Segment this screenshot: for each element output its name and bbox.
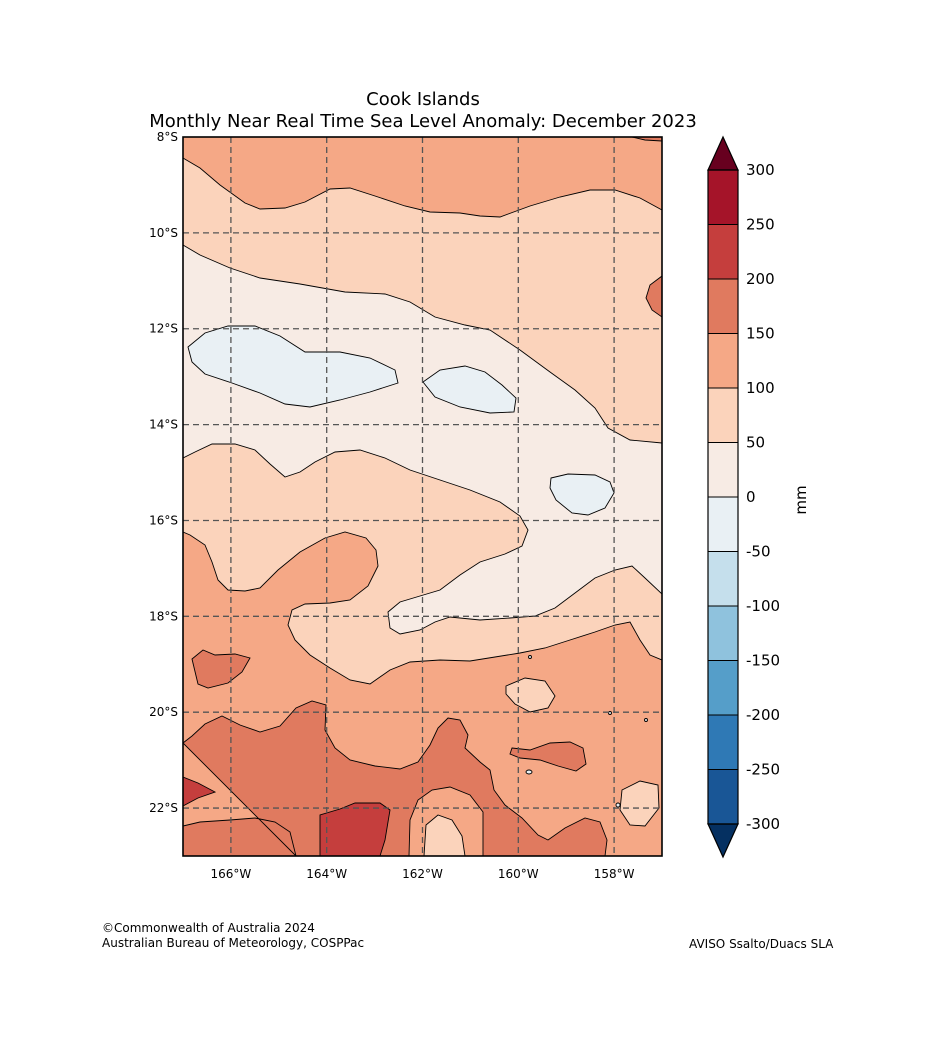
band-50-100-right-patch (505, 677, 556, 713)
agency-credit: Australian Bureau of Meteorology, COSPPa… (102, 936, 365, 950)
colorbar-segment (708, 388, 738, 443)
islet-contour-1 (525, 769, 533, 775)
colorbar-segment (708, 551, 738, 606)
band-150-200-bottom (183, 700, 608, 856)
y-tick-label: 12°S (149, 322, 178, 336)
y-tick-label: 16°S (149, 513, 178, 527)
colorbar-tick-label: 150 (746, 325, 775, 343)
colorbar-tick-label: -50 (746, 543, 771, 561)
colorbar-tick-label: 200 (746, 270, 775, 288)
colorbar-segment (708, 170, 738, 225)
y-tick-label: 18°S (149, 609, 178, 623)
colorbar-segment (708, 333, 738, 388)
band-150-200-east-edge (645, 275, 662, 318)
band-50-100-bottom-right (619, 780, 660, 827)
band-150-200-top-right (631, 137, 662, 142)
y-axis-ticks: 8°S 10°S 12°S 14°S 16°S 18°S 20°S 22°S (149, 130, 178, 815)
colorbar-tick-label: -300 (746, 815, 780, 833)
colorbar-under-arrow (707, 823, 739, 859)
y-tick-label: 14°S (149, 418, 178, 432)
colorbar-segment (708, 715, 738, 770)
map-frame (182, 136, 663, 857)
islet-contour-3 (644, 718, 648, 722)
islet-contour-2 (615, 802, 621, 808)
colorbar-tick-label: 100 (746, 379, 775, 397)
colorbar-tick-label: 50 (746, 434, 765, 452)
y-tick-label: 10°S (149, 226, 178, 240)
anomaly-map (183, 137, 662, 856)
colorbar-tick-label: 0 (746, 488, 756, 506)
chart-title-region: Cook Islands (366, 89, 480, 110)
colorbar-tick-label: -150 (746, 652, 780, 670)
x-tick-label: 166°W (211, 867, 252, 881)
colorbar-segment (708, 279, 738, 334)
data-source-credit: AVISO Ssalto/Duacs SLA (689, 937, 834, 951)
band-50-100-bottom-pocket (423, 814, 466, 856)
colorbar-tick-label: 300 (746, 161, 775, 179)
colorbar-tick-label: -200 (746, 706, 780, 724)
y-tick-label: 8°S (157, 130, 178, 144)
colorbar-over-arrow (707, 135, 739, 171)
colorbar-tick-label: -250 (746, 761, 780, 779)
band-200-250-west-edge (183, 776, 217, 807)
chart-title-main: Monthly Near Real Time Sea Level Anomaly… (149, 111, 697, 132)
x-tick-label: 160°W (498, 867, 539, 881)
colorbar-segment (708, 660, 738, 715)
islet-contour-5 (528, 655, 532, 659)
x-tick-label: 158°W (594, 867, 635, 881)
band-neg50-0-east (549, 473, 615, 516)
islet-contour-4 (608, 711, 612, 715)
colorbar-segment (708, 224, 738, 279)
colorbar: -300 -250 -200 -150 -100 -50 0 50 100 150 200 250 30… (707, 135, 780, 859)
colorbar-tick-label: -100 (746, 597, 780, 615)
y-tick-label: 20°S (149, 705, 178, 719)
y-tick-label: 22°S (149, 801, 178, 815)
band-150-200-left (191, 649, 251, 689)
x-axis-ticks: 166°W 164°W 162°W 160°W 158°W (211, 867, 635, 881)
colorbar-segment (708, 769, 738, 824)
band-neg50-0-west (187, 325, 399, 408)
x-tick-label: 164°W (306, 867, 347, 881)
copyright-credit: ©Commonwealth of Australia 2024 (102, 921, 315, 935)
colorbar-segment (708, 497, 738, 552)
colorbar-tick-label: 250 (746, 216, 775, 234)
x-tick-label: 162°W (402, 867, 443, 881)
colorbar-segment (708, 442, 738, 497)
colorbar-label: mm (792, 485, 810, 514)
band-neg50-0-center (422, 365, 517, 414)
colorbar-segment (708, 606, 738, 661)
